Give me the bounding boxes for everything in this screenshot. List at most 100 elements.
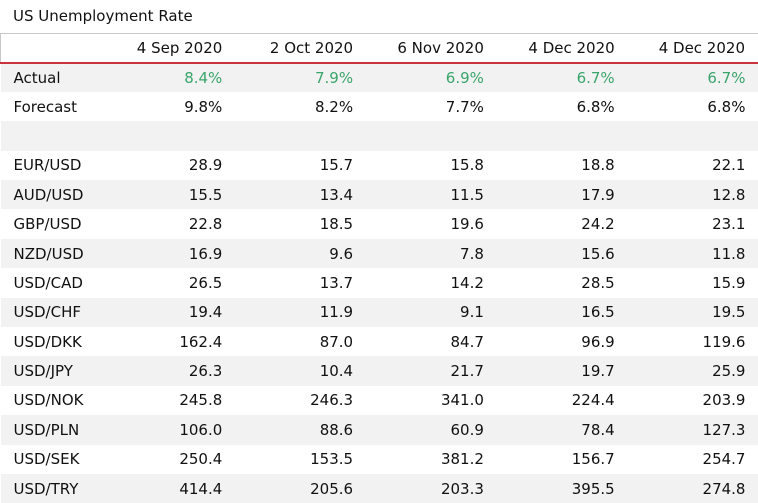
table-cell: 78.4 (496, 415, 628, 445)
row-label: Actual (0, 62, 105, 92)
table-cell: 203.9 (627, 385, 758, 416)
table-cell: 245.8 (104, 385, 236, 416)
table-cell: 8.2% (235, 91, 367, 122)
column-header: 4 Dec 2020 (496, 33, 628, 64)
table-cell: 19.7 (496, 356, 628, 386)
column-header (0, 33, 105, 64)
table-cell: 6.7% (496, 62, 628, 92)
table-row: USD/NOK 245.8 246.3 341.0 224.4 203.9 (0, 385, 758, 416)
table-row: EUR/USD 28.9 15.7 15.8 18.8 22.1 (0, 150, 758, 181)
table-cell: 156.7 (496, 444, 628, 474)
table-cell: 19.4 (104, 297, 236, 328)
row-label: USD/TRY (0, 473, 105, 503)
spacer-cell (0, 121, 758, 151)
table-cell: 205.6 (235, 473, 367, 503)
table-row: USD/JPY 26.3 10.4 21.7 19.7 25.9 (0, 356, 758, 386)
table-cell: 6.8% (496, 91, 628, 122)
table-cell: 15.5 (104, 180, 236, 210)
table-cell: 22.8 (104, 209, 236, 239)
table-cell: 23.1 (627, 209, 758, 239)
row-label: USD/CHF (0, 297, 105, 328)
actual-row: Actual 8.4% 7.9% 6.9% 6.7% 6.7% (0, 62, 758, 92)
table-cell: 13.7 (235, 268, 367, 298)
table-cell: 10.4 (235, 356, 367, 386)
table-cell: 250.4 (104, 444, 236, 474)
table-cell: 60.9 (366, 415, 497, 445)
table-cell: 9.1 (366, 297, 497, 328)
table-cell: 6.7% (627, 62, 758, 92)
column-header: 4 Sep 2020 (104, 33, 236, 64)
spacer-row (0, 121, 758, 151)
table-cell: 381.2 (366, 444, 497, 474)
table-cell: 274.8 (627, 473, 758, 503)
table-row: GBP/USD 22.8 18.5 19.6 24.2 23.1 (0, 209, 758, 239)
table-cell: 15.6 (496, 238, 628, 269)
table-cell: 15.8 (366, 150, 497, 181)
table-row: USD/PLN 106.0 88.6 60.9 78.4 127.3 (0, 415, 758, 445)
column-header: 6 Nov 2020 (366, 33, 497, 64)
table-cell: 22.1 (627, 150, 758, 181)
table-title: US Unemployment Rate (13, 7, 193, 25)
table-cell: 153.5 (235, 444, 367, 474)
table-cell: 162.4 (104, 327, 236, 357)
table-cell: 16.5 (496, 297, 628, 328)
table-cell: 7.8 (366, 238, 497, 269)
table-cell: 9.6 (235, 238, 367, 269)
table-cell: 88.6 (235, 415, 367, 445)
header-row: 4 Sep 2020 2 Oct 2020 6 Nov 2020 4 Dec 2… (0, 33, 758, 64)
table-cell: 17.9 (496, 180, 628, 210)
table-cell: 28.5 (496, 268, 628, 298)
table-cell: 246.3 (235, 385, 367, 416)
table-cell: 26.3 (104, 356, 236, 386)
table-cell: 28.9 (104, 150, 236, 181)
forecast-row: Forecast 9.8% 8.2% 7.7% 6.8% 6.8% (0, 91, 758, 122)
table-cell: 19.5 (627, 297, 758, 328)
table-cell: 18.8 (496, 150, 628, 181)
table-cell: 127.3 (627, 415, 758, 445)
row-label: GBP/USD (0, 209, 105, 239)
table-cell: 11.8 (627, 238, 758, 269)
table-row: AUD/USD 15.5 13.4 11.5 17.9 12.8 (0, 180, 758, 210)
table-cell: 341.0 (366, 385, 497, 416)
table-cell: 16.9 (104, 238, 236, 269)
table-cell: 25.9 (627, 356, 758, 386)
table-cell: 6.8% (627, 91, 758, 122)
table-cell: 7.9% (235, 62, 367, 92)
table-cell: 9.8% (104, 91, 236, 122)
column-header: 2 Oct 2020 (235, 33, 367, 64)
table-cell: 14.2 (366, 268, 497, 298)
table-cell: 24.2 (496, 209, 628, 239)
table-row: USD/TRY 414.4 205.6 203.3 395.5 274.8 (0, 473, 758, 503)
table-cell: 26.5 (104, 268, 236, 298)
table-cell: 21.7 (366, 356, 497, 386)
table-cell: 11.9 (235, 297, 367, 328)
row-label: Forecast (0, 91, 105, 122)
table-row: USD/DKK 162.4 87.0 84.7 96.9 119.6 (0, 327, 758, 357)
table-row: NZD/USD 16.9 9.6 7.8 15.6 11.8 (0, 238, 758, 269)
table-cell: 19.6 (366, 209, 497, 239)
row-label: EUR/USD (0, 150, 105, 181)
table-cell: 6.9% (366, 62, 497, 92)
row-label: NZD/USD (0, 238, 105, 269)
table-cell: 15.7 (235, 150, 367, 181)
unemployment-table: 4 Sep 2020 2 Oct 2020 6 Nov 2020 4 Dec 2… (0, 33, 758, 503)
row-label: USD/DKK (0, 327, 105, 357)
table-cell: 87.0 (235, 327, 367, 357)
row-label: USD/CAD (0, 268, 105, 298)
row-label: USD/JPY (0, 356, 105, 386)
table-cell: 7.7% (366, 91, 497, 122)
table-cell: 395.5 (496, 473, 628, 503)
pairs-body: EUR/USD 28.9 15.7 15.8 18.8 22.1 AUD/USD 15.5 13… (0, 150, 758, 503)
table-cell: 203.3 (366, 473, 497, 503)
table-cell: 414.4 (104, 473, 236, 503)
table-cell: 96.9 (496, 327, 628, 357)
table-cell: 119.6 (627, 327, 758, 357)
table-cell: 84.7 (366, 327, 497, 357)
table-cell: 13.4 (235, 180, 367, 210)
row-label: USD/NOK (0, 385, 105, 416)
table-cell: 106.0 (104, 415, 236, 445)
table-cell: 11.5 (366, 180, 497, 210)
table-row: USD/SEK 250.4 153.5 381.2 156.7 254.7 (0, 444, 758, 474)
table-cell: 18.5 (235, 209, 367, 239)
table-cell: 254.7 (627, 444, 758, 474)
